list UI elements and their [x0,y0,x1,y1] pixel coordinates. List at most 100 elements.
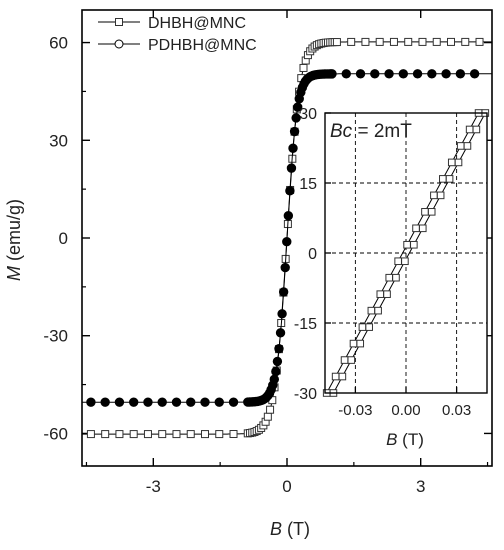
data-point [200,397,210,407]
data-point [215,430,224,439]
inset-data-point [427,208,436,216]
inset-data-point [430,191,438,200]
data-point [172,430,181,439]
inset-data-point [418,224,427,233]
inset-data-point [447,158,456,167]
inset-data-point [356,339,365,348]
data-point [469,69,480,79]
data-point [274,343,284,354]
x-tick-label: 0 [282,477,291,496]
data-point [214,397,224,407]
y-axis-label-unit: (emu/g) [4,199,24,266]
data-point [101,430,110,439]
inset-annotation: Bc = 2mT [330,121,412,142]
y-axis-label: M (emu/g) [4,199,24,281]
inset-border [324,112,488,394]
inset-x-axis-label-unit: (T) [397,430,423,449]
data-point [447,37,455,46]
y-tick-label: -30 [43,327,68,346]
inset-data-point [445,175,454,183]
inset-frame [324,112,488,394]
data-point [128,397,139,407]
data-point [355,69,366,79]
x-tick-label: 3 [416,477,425,496]
data-point [455,69,466,79]
inset-data-point [401,257,409,266]
data-point [269,374,279,384]
inset-data-point [367,306,376,315]
data-point [427,69,437,79]
data-point [186,430,195,439]
data-point [282,237,292,247]
y-tick-label: 0 [59,229,68,248]
data-point [186,397,196,407]
data-point [375,37,384,46]
data-point [157,397,167,407]
data-point [201,430,209,439]
data-point [341,69,351,79]
inset-data-point [376,290,385,298]
inset-data-point [358,323,367,331]
inset-data-point [349,339,358,348]
data-point [228,397,239,407]
data-point [432,37,441,46]
inset-data-point [456,142,465,150]
data-point [143,430,152,439]
data-point [277,309,287,319]
inset-data-point [454,158,463,167]
data-point [129,430,138,439]
data-point [398,69,409,79]
inset-data-point [365,323,373,331]
inset-data-point [340,356,349,364]
data-point [143,397,153,407]
inset-data-point [385,273,394,282]
inset-data-point [338,372,347,381]
data-point [266,405,275,414]
inset-annotation-symbol: Bc [330,121,353,142]
inset-data-point [392,273,400,282]
data-point [275,328,286,338]
data-point [283,211,294,221]
data-point [412,69,423,79]
data-point [278,287,289,297]
inset-data-point [439,175,447,183]
data-point [389,37,398,46]
y-tick-label: -60 [43,424,68,443]
inset-data-point [436,191,445,200]
inset-data-point [383,290,391,298]
inset-data-point [472,125,481,134]
data-point [100,397,110,407]
x-axis-label: B (T) [270,519,310,539]
x-tick-label: -3 [146,477,161,496]
data-point [327,69,337,79]
data-point [115,430,124,439]
inset-x-tick-label: -0.03 [338,402,372,419]
data-point [384,69,394,79]
data-point [418,37,427,46]
data-point [286,163,297,173]
inset-data-point [421,208,429,216]
inset-data-point [463,142,472,150]
legend-label: DHBH@MNC [148,15,246,32]
data-point [332,38,341,47]
inset-data-point [394,257,402,266]
data-point [280,262,290,273]
data-point [86,430,95,439]
inset-y-tick-label: -30 [294,386,317,403]
data-point [291,113,301,123]
inset-y-tick-label: 0 [308,246,317,263]
x-axis-label-symbol: B [270,519,282,539]
inset-y-tick-label: 15 [299,176,317,193]
data-point [370,69,380,79]
main-series [82,37,492,439]
data-point [285,186,295,196]
inset-data-point [410,240,418,249]
data-point [263,412,272,421]
data-point [461,37,470,46]
data-point [404,37,413,46]
y-tick-label: 60 [49,34,68,53]
inset-data-point [465,125,474,134]
data-point [171,397,182,407]
